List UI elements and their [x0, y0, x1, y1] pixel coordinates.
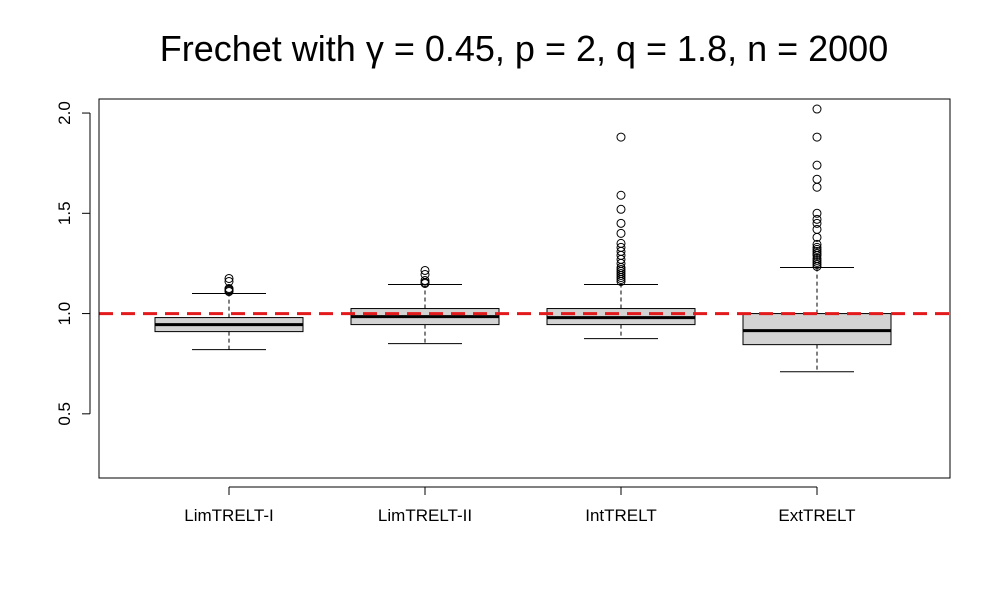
y-tick-label: 1.0	[55, 302, 74, 326]
outlier-point	[420, 269, 430, 279]
plot-frame	[98, 98, 951, 479]
outlier-point	[616, 132, 626, 142]
x-tick-label: LimTRELT-II	[378, 506, 472, 525]
outlier-point	[812, 239, 822, 249]
outlier-point	[224, 276, 234, 286]
x-axis: LimTRELT-I LimTRELT-II IntTRELT ExtTRELT	[184, 486, 856, 525]
x-tick-label: LimTRELT-I	[184, 506, 273, 525]
chart-title: Frechet with γ = 0.45, p = 2, q = 1.8, n…	[160, 28, 888, 69]
box-group-3	[742, 104, 892, 373]
outlier-point	[812, 242, 822, 252]
outlier-point	[420, 275, 430, 285]
outlier-point	[812, 214, 822, 224]
outlier-point	[616, 242, 626, 252]
outlier-point	[812, 104, 822, 114]
outlier-point	[224, 273, 234, 283]
y-axis: 0.5 1.0 1.5 2.0	[55, 101, 91, 426]
outlier-point	[812, 174, 822, 184]
outlier-point	[812, 253, 822, 263]
box-group-1	[350, 265, 500, 345]
x-tick-label: IntTRELT	[585, 506, 656, 525]
outlier-point	[616, 190, 626, 200]
boxes-layer	[154, 104, 892, 373]
box	[742, 313, 892, 346]
outlier-point	[812, 132, 822, 142]
outlier-point	[616, 228, 626, 238]
x-tick-label: ExtTRELT	[778, 506, 855, 525]
y-tick-label: 0.5	[55, 402, 74, 426]
box-group-2	[546, 132, 696, 340]
outlier-point	[812, 182, 822, 192]
outlier-point	[616, 218, 626, 228]
outlier-point	[616, 204, 626, 214]
outlier-point	[812, 224, 822, 234]
outlier-point	[812, 218, 822, 228]
y-tick-label: 2.0	[55, 101, 74, 125]
outlier-point	[224, 284, 234, 293]
box-group-0	[154, 273, 304, 351]
outlier-point	[812, 160, 822, 170]
outlier-point	[812, 208, 822, 218]
outlier-point	[616, 238, 626, 248]
outlier-point	[420, 265, 430, 275]
y-tick-label: 1.5	[55, 201, 74, 225]
